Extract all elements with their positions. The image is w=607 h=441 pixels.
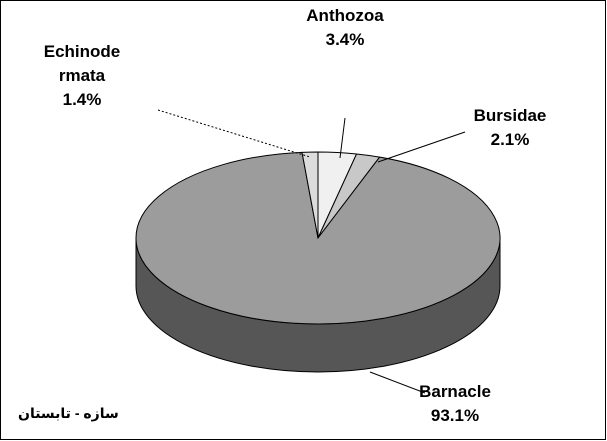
leader-line [369, 371, 426, 394]
value-label: 2.1% [490, 130, 530, 149]
leader-line [339, 117, 346, 159]
slice-label: Echinode rmata 1.4% [44, 40, 121, 112]
value-label: 1.4% [62, 90, 102, 109]
category-label: Bursidae [473, 106, 547, 125]
category-label: Anthozoa [306, 6, 384, 25]
footnote: سازه - تابستان [18, 405, 119, 421]
leader-line [157, 109, 311, 158]
slice-label: Barnacle 93.1% [419, 380, 491, 428]
category-label: Echinode rmata [43, 42, 121, 85]
slice [135, 151, 501, 325]
slice [301, 151, 319, 239]
slice-label: Anthozoa 3.4% [306, 4, 383, 52]
category-label: Barnacle [419, 382, 491, 401]
slice-label: Bursidae 2.1% [474, 104, 547, 152]
value-label: 93.1% [430, 406, 480, 425]
value-label: 3.4% [325, 30, 365, 49]
leader-line [377, 131, 466, 163]
